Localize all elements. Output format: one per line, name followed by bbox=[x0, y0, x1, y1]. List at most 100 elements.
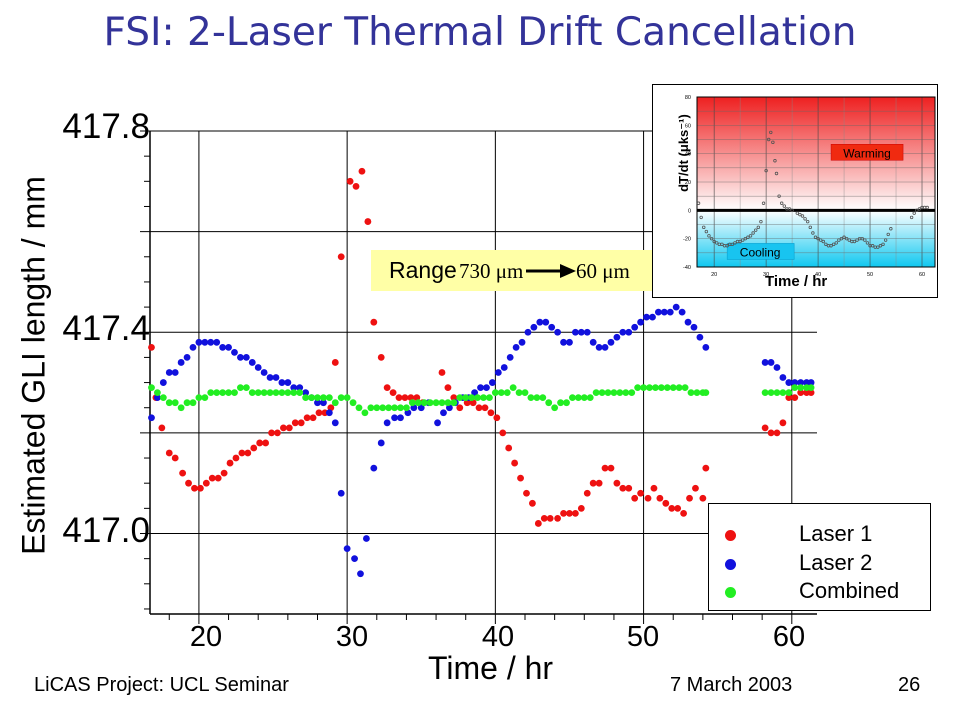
series-1-point bbox=[686, 494, 693, 502]
inset-point bbox=[759, 219, 763, 224]
range-label: Range bbox=[389, 257, 457, 283]
series-3-point bbox=[509, 384, 517, 391]
series-1-point bbox=[202, 479, 210, 487]
inset-point bbox=[709, 236, 714, 241]
series-2-point bbox=[272, 374, 280, 381]
series-1-point bbox=[487, 409, 495, 417]
series-1-point bbox=[779, 419, 787, 427]
series-2-point bbox=[331, 419, 339, 427]
y-tick-label: 417.0 bbox=[62, 511, 150, 550]
inset-y-tick-label: 40 bbox=[685, 152, 691, 158]
series-2-point bbox=[290, 384, 298, 391]
series-2-point bbox=[530, 323, 538, 331]
series-2-point bbox=[320, 399, 327, 407]
series-1-point bbox=[807, 389, 815, 397]
inset-point bbox=[720, 242, 724, 247]
series-2-point bbox=[678, 308, 686, 316]
series-3-point bbox=[296, 389, 304, 397]
series-2-point bbox=[201, 338, 209, 346]
footer-date: 7 March 2003 bbox=[670, 674, 793, 696]
series-1-point bbox=[196, 484, 204, 492]
inset-point bbox=[787, 207, 792, 211]
series-2-point bbox=[397, 414, 404, 422]
inset-point bbox=[761, 201, 766, 205]
series-2-point bbox=[791, 379, 799, 386]
legend: Laser 1 Laser 2 Combined bbox=[708, 503, 931, 611]
series-1-point bbox=[517, 474, 524, 482]
series-2-point bbox=[284, 379, 292, 386]
series-2-point bbox=[807, 379, 815, 386]
series-3-point bbox=[702, 389, 710, 397]
inset-point bbox=[915, 208, 919, 213]
inset-y-tick-label: -40 bbox=[683, 265, 691, 271]
series-1-point bbox=[493, 414, 501, 422]
series-2-point bbox=[761, 359, 769, 366]
series-3-point bbox=[551, 404, 559, 412]
series-2-point bbox=[337, 489, 345, 497]
inset-point bbox=[798, 212, 802, 217]
inset-point bbox=[813, 235, 818, 239]
inset-point bbox=[800, 214, 805, 218]
series-1-point bbox=[554, 515, 562, 522]
series-1-point bbox=[680, 509, 687, 517]
series-3-point bbox=[687, 389, 695, 397]
series-1-point bbox=[625, 484, 633, 492]
series-3-point bbox=[254, 389, 262, 397]
series-2-point bbox=[655, 308, 662, 316]
inset-point bbox=[829, 244, 833, 248]
x-tick-label: 30 bbox=[335, 621, 369, 653]
series-2-point bbox=[690, 323, 698, 331]
series-3-point bbox=[456, 394, 464, 402]
series-2-point bbox=[154, 394, 161, 402]
series-3-point bbox=[616, 389, 624, 397]
inset-point bbox=[805, 219, 810, 224]
inset-point bbox=[725, 244, 729, 248]
inset-chart-plot: 80 60 40 20 0 -20 -40 20 30 40 50 60 Warming Cooling bbox=[683, 95, 936, 278]
series-3-point bbox=[290, 389, 298, 397]
series-1-point bbox=[767, 429, 775, 437]
series-3-point bbox=[462, 394, 470, 402]
series-3-point bbox=[773, 389, 781, 397]
inset-point bbox=[912, 211, 916, 215]
legend-marker bbox=[725, 587, 736, 598]
series-3-point bbox=[468, 394, 476, 402]
series-2-point bbox=[548, 323, 556, 331]
series-1-point bbox=[214, 474, 222, 482]
series-3-point bbox=[385, 404, 393, 412]
series-2-point bbox=[195, 338, 203, 346]
series-3-point bbox=[438, 399, 446, 407]
inset-point bbox=[889, 227, 893, 231]
series-1-point bbox=[499, 429, 507, 437]
series-3-point bbox=[569, 394, 576, 402]
series-3-point bbox=[797, 384, 805, 391]
cooling-label-box bbox=[726, 243, 795, 260]
series-1-point bbox=[785, 394, 793, 402]
series-3-point bbox=[242, 384, 250, 391]
series-1-point bbox=[577, 504, 585, 512]
series-3-point bbox=[320, 394, 327, 402]
series-2-point bbox=[583, 328, 591, 336]
inset-point bbox=[865, 241, 870, 245]
series-1-point bbox=[631, 494, 639, 502]
series-1-point bbox=[274, 429, 281, 437]
series-1-point bbox=[303, 414, 311, 422]
inset-point bbox=[741, 238, 745, 242]
inset-x-tick-label: 50 bbox=[867, 272, 873, 278]
series-3-point bbox=[177, 404, 185, 412]
series-2-point bbox=[613, 333, 621, 341]
series-1-point bbox=[337, 253, 345, 261]
series-3-point bbox=[207, 389, 215, 397]
inset-y-tick-label: -20 bbox=[683, 237, 691, 243]
inset-point bbox=[696, 201, 701, 205]
arrow-right-icon bbox=[526, 264, 576, 278]
legend-marker bbox=[725, 530, 736, 541]
series-2-point bbox=[571, 328, 579, 336]
inset-point bbox=[821, 239, 825, 244]
x-tick-label: 20 bbox=[189, 621, 223, 653]
series-2-point bbox=[524, 328, 532, 336]
range-from-value: 730 μm bbox=[459, 259, 524, 283]
inset-point bbox=[746, 235, 750, 239]
inset-point bbox=[839, 236, 844, 241]
series-2-point bbox=[325, 409, 333, 417]
series-1-point bbox=[644, 494, 652, 502]
